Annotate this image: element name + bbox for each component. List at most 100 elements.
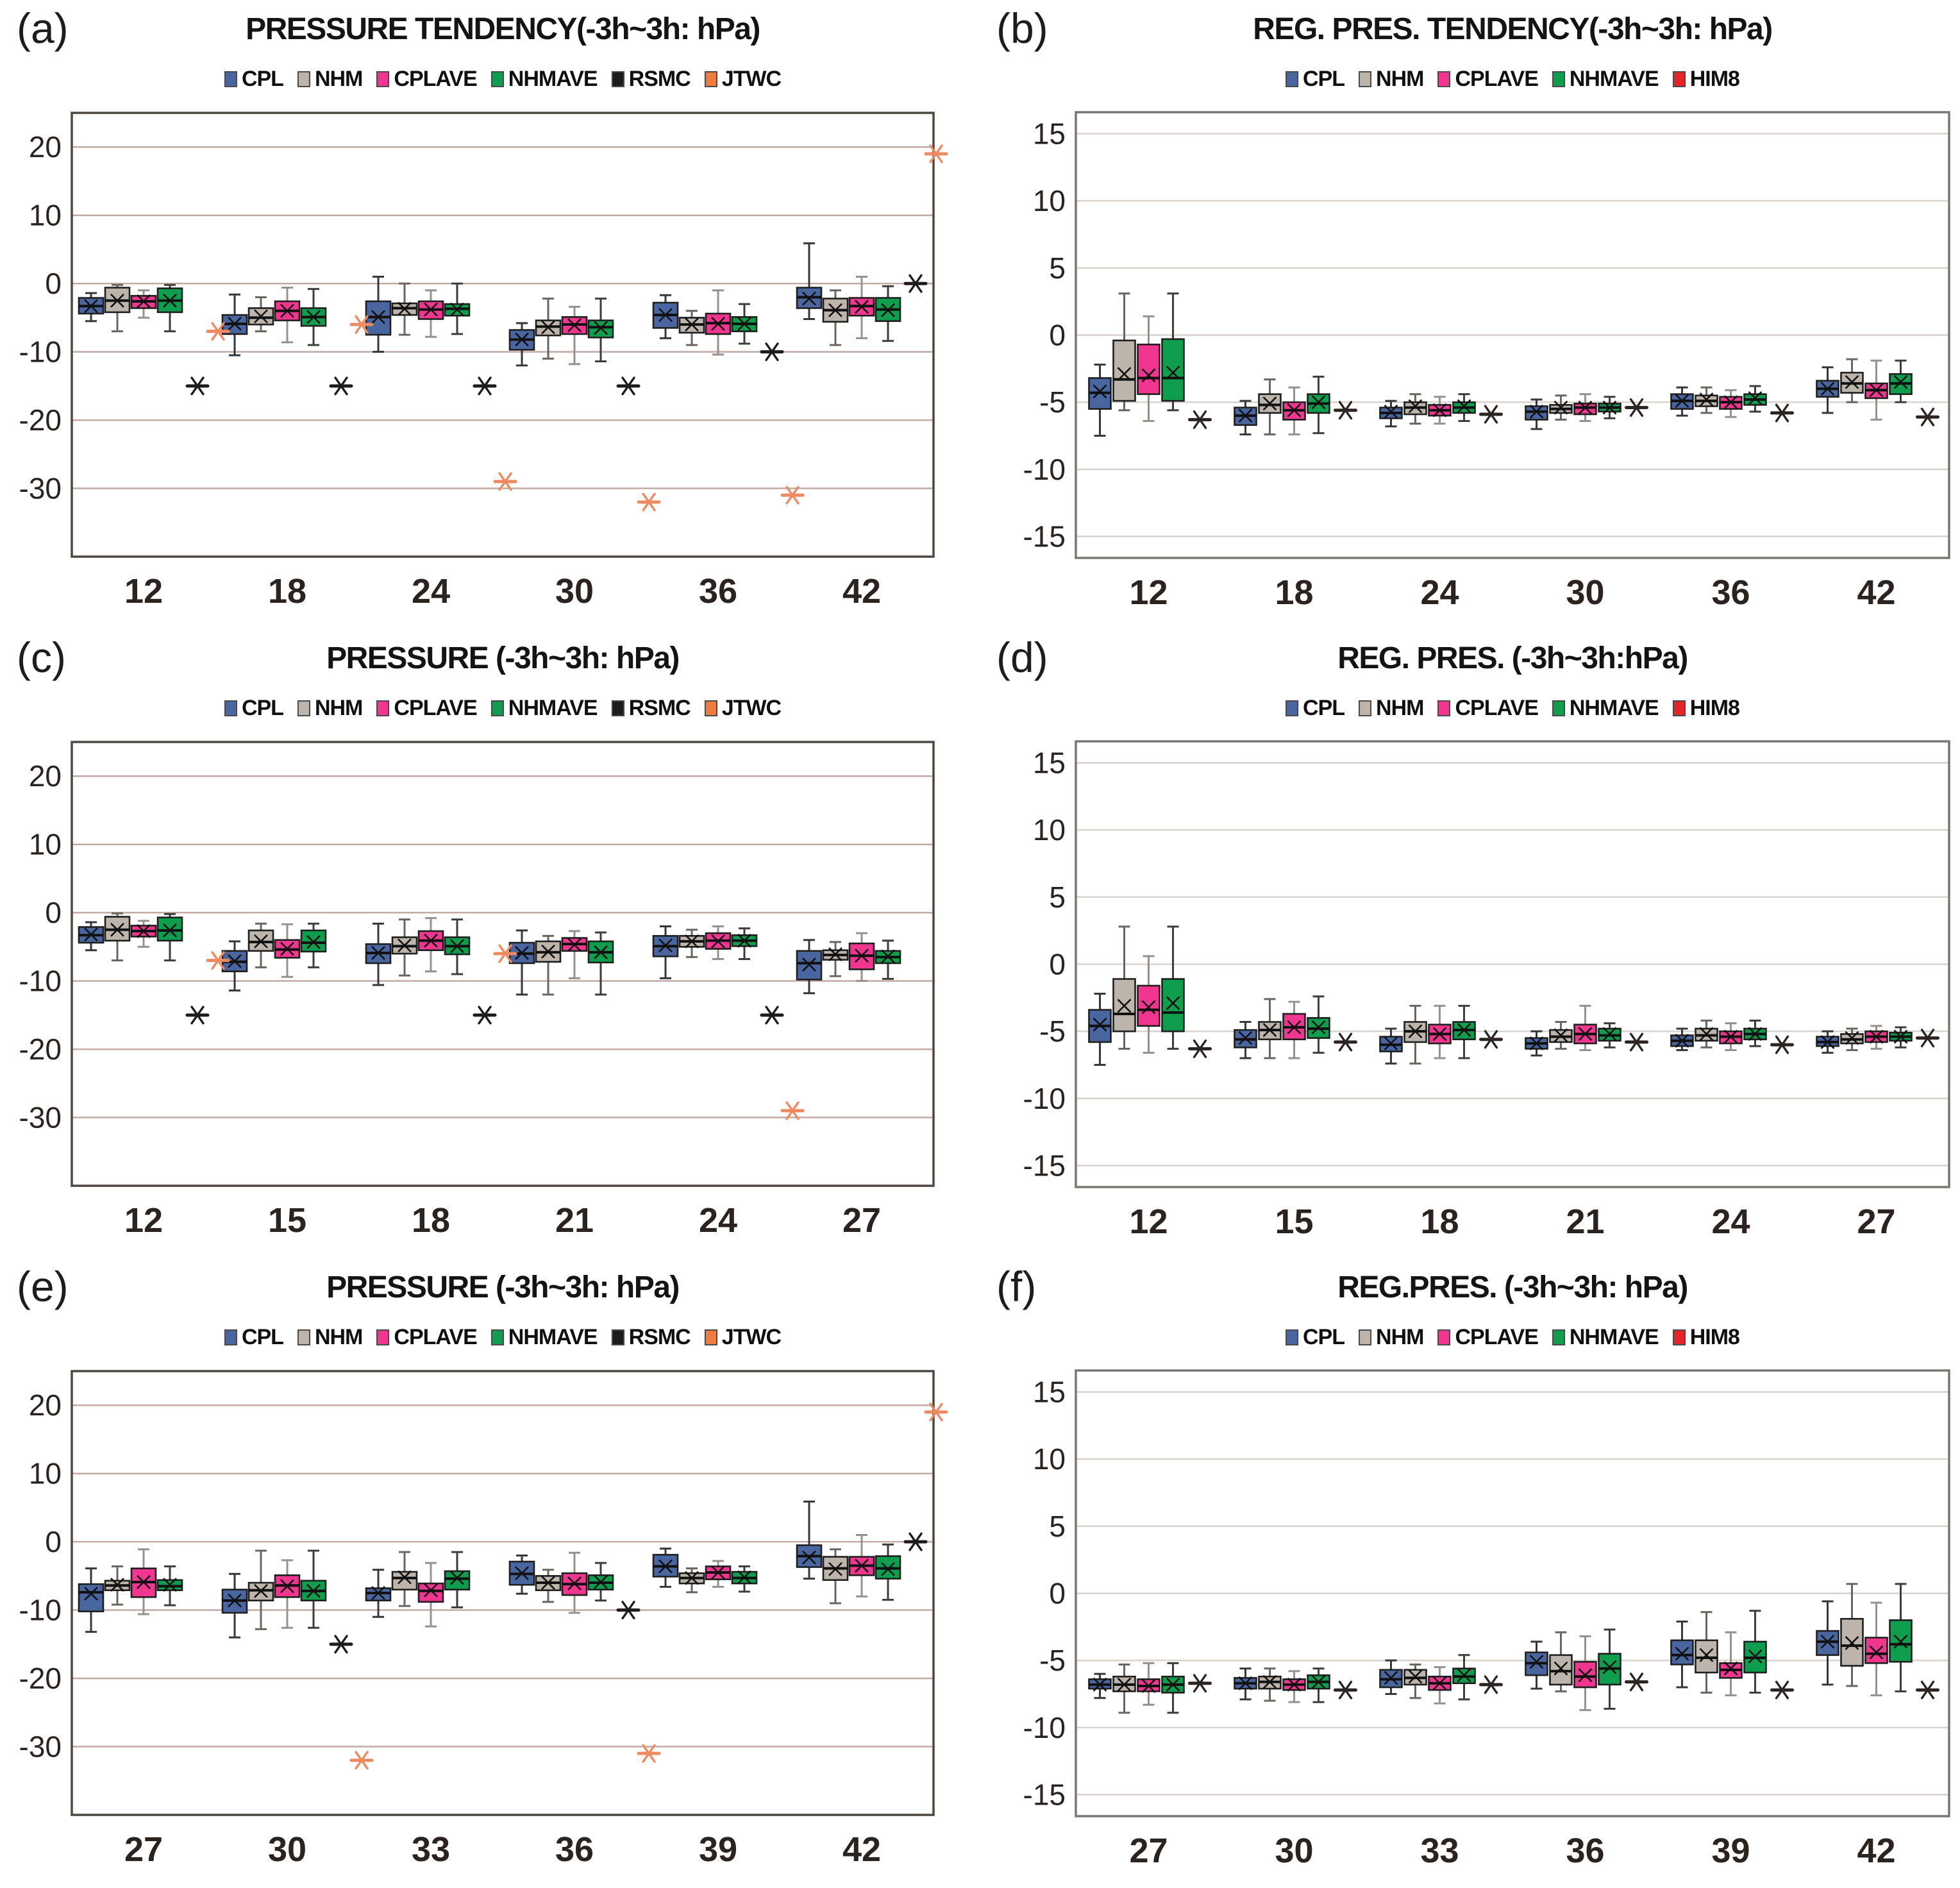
mean-x-marker	[1311, 1020, 1326, 1034]
legend-item-NHM: NHM	[297, 1325, 363, 1350]
y-axis-tick-label: 10	[29, 199, 62, 232]
mean-x-marker	[1117, 367, 1132, 382]
marker-RSMC-icon	[616, 376, 641, 396]
legend-item-RSMC: RSMC	[611, 67, 691, 92]
legend-label: NHM	[314, 1325, 363, 1349]
box-NHMAVE	[444, 1551, 471, 1608]
mean-x-marker	[1869, 1645, 1884, 1660]
box-CPL	[1234, 1667, 1257, 1701]
marker-HIM8-icon	[1188, 410, 1212, 429]
box-rect	[391, 1571, 418, 1590]
mean-x-marker	[1602, 400, 1617, 415]
legend-swatch-NHMAVE-icon	[490, 700, 504, 716]
marker-JTWC-icon	[780, 485, 805, 505]
mean-x-marker	[1723, 395, 1738, 410]
panel-title: PRESSURE (-3h~3h: hPa)	[326, 1270, 680, 1304]
panel-e: (e) PRESSURE (-3h~3h: hPa) CPL NHM CPLAVE NHM…	[0, 1258, 980, 1888]
mean-x-marker	[1578, 1027, 1593, 1041]
legend-swatch-CPLAVE-icon	[376, 700, 390, 716]
mean-x-marker	[1141, 1679, 1156, 1693]
y-axis-tick-label: 5	[1049, 251, 1066, 285]
box-NHMAVE	[587, 1562, 614, 1602]
boxplot-canvas-a: 20 10 0 -10 -20 -30 12 18 24 30 36 42	[19, 112, 948, 611]
mean-x-marker	[84, 927, 98, 942]
panel-a: (a) PRESSURE TENDENCY(-3h~3h: hPa) CPL NHM C…	[0, 0, 980, 629]
x-axis-tick-label: 15	[1275, 1202, 1313, 1241]
mean-x-marker	[1529, 1655, 1544, 1669]
mean-x-marker	[163, 293, 177, 308]
x-axis-tick-label: 36	[555, 1830, 594, 1869]
legend-swatch-CPL-icon	[1286, 1329, 1299, 1345]
mean-x-marker	[685, 317, 699, 332]
box-NHMAVE	[1307, 375, 1330, 434]
marker-HIM8-icon	[1188, 1039, 1212, 1058]
box-CPLAVE	[1864, 359, 1888, 421]
legend-item-NHMAVE: NHMAVE	[490, 696, 598, 721]
y-axis-tick-label: -30	[19, 1730, 62, 1764]
y-axis-tick-label: 10	[29, 828, 62, 861]
x-axis-tick-label: 30	[1566, 573, 1604, 612]
marker-HIM8-icon	[1770, 403, 1794, 423]
x-axis-tick-label: 36	[699, 572, 737, 611]
mean-x-marker	[137, 923, 151, 938]
mean-x-marker	[1820, 382, 1835, 396]
plot-frame	[1075, 1369, 1950, 1817]
panel-title: REG. PRES. TENDENCY(-3h~3h: hPa)	[1253, 12, 1773, 46]
box-CPL	[508, 929, 535, 996]
box-rect	[1864, 1637, 1888, 1664]
marker-RSMC-icon	[903, 1532, 928, 1551]
boxplot-canvas-e: 20 10 0 -10 -20 -30 27 30 33 36 39 42	[19, 1370, 948, 1869]
box-CPL	[1816, 1030, 1839, 1054]
legend-swatch-NHMAVE-icon	[1552, 71, 1565, 87]
mean-x-marker	[1529, 404, 1544, 419]
y-axis-tick-label: 5	[1049, 881, 1066, 914]
boxplot-canvas-c: 20 10 0 -10 -20 -30 12 15 18 21 24 27	[19, 741, 935, 1240]
legend-label: NHM	[314, 67, 363, 91]
box-NHM	[1258, 1667, 1282, 1702]
legend-swatch-NHM-icon	[1359, 71, 1372, 87]
mean-x-marker	[280, 941, 294, 956]
mean-x-marker	[228, 1593, 242, 1608]
box-CPLAVE	[705, 1560, 732, 1588]
plot-frame	[71, 741, 935, 1187]
marker-JTWC-icon	[206, 951, 230, 970]
marker-RSMC-icon	[760, 342, 784, 362]
marker-RSMC-icon	[329, 1635, 353, 1654]
y-axis-tick-label: -5	[1039, 1015, 1066, 1048]
mean-x-marker	[137, 1575, 151, 1589]
box-CPL	[365, 922, 392, 986]
x-axis-tick-label: 39	[1711, 1832, 1750, 1870]
legend-swatch-CPLAVE-icon	[1437, 1329, 1451, 1345]
marker-HIM8-icon	[1916, 1029, 1939, 1048]
x-axis-tick-label: 18	[1275, 573, 1313, 612]
box-NHMAVE	[1307, 1667, 1330, 1703]
box-NHM	[1695, 1019, 1718, 1049]
box-CPL	[365, 1569, 392, 1618]
marker-RSMC-icon	[760, 1006, 784, 1025]
box-CPL	[508, 322, 535, 367]
box-rect	[444, 1570, 471, 1590]
mean-x-marker	[450, 939, 464, 954]
marker-RSMC-icon	[185, 1006, 210, 1025]
mean-x-marker	[828, 1562, 842, 1576]
box-CPLAVE	[1428, 396, 1452, 425]
mean-x-marker	[1432, 403, 1447, 417]
marker-JTWC-icon	[924, 1403, 948, 1422]
legend: CPL NHM CPLAVE NHMAVE HIM8	[1286, 67, 1740, 92]
x-axis-tick-label: 42	[842, 1830, 881, 1869]
legend-swatch-HIM8-icon	[1672, 71, 1686, 87]
x-axis-tick-label: 30	[1275, 1832, 1313, 1870]
mean-x-marker	[1748, 391, 1763, 405]
mean-x-marker	[1723, 1029, 1738, 1044]
y-axis-tick-label: 15	[1033, 746, 1066, 779]
y-axis-tick-label: -10	[1023, 1711, 1066, 1744]
legend: CPL NHM CPLAVE NHMAVE HIM8	[1286, 1325, 1740, 1350]
box-CPL	[78, 1567, 105, 1633]
marker-HIM8-icon	[1916, 407, 1939, 426]
mean-x-marker	[280, 303, 294, 318]
box-CPL	[652, 294, 679, 339]
mean-x-marker	[110, 293, 124, 308]
mean-x-marker	[1384, 1671, 1398, 1685]
mean-x-marker	[1820, 1634, 1835, 1649]
